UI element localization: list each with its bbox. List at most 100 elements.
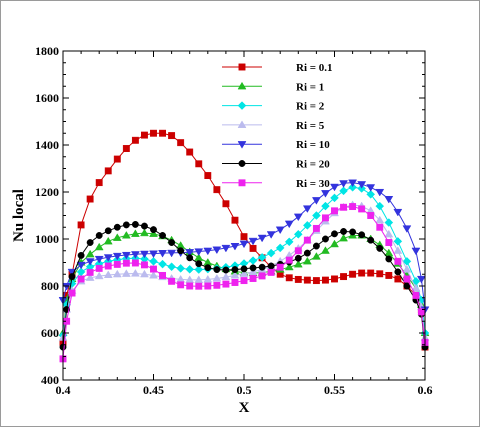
data-point — [213, 186, 221, 194]
data-point — [140, 228, 149, 237]
data-point — [393, 236, 403, 246]
legend-label: Ri = 1 — [296, 81, 324, 93]
data-point — [312, 242, 320, 250]
legend-label: Ri = 0.1 — [296, 62, 333, 74]
data-point — [76, 261, 86, 270]
data-point — [376, 244, 384, 252]
data-point — [375, 201, 385, 211]
data-point — [416, 275, 426, 284]
data-point — [213, 281, 221, 289]
data-point — [186, 148, 194, 156]
data-point — [411, 247, 421, 256]
data-point — [284, 220, 294, 229]
data-point — [85, 249, 95, 258]
data-point — [141, 222, 148, 230]
data-point — [349, 270, 357, 278]
data-point — [394, 275, 402, 283]
x-tick-label: 0.5 — [237, 383, 252, 397]
data-point — [358, 269, 366, 277]
data-point — [159, 232, 167, 239]
data-point — [131, 220, 139, 228]
data-point — [366, 184, 376, 192]
series-4 — [58, 179, 430, 314]
data-point — [149, 270, 158, 279]
data-point — [212, 246, 222, 255]
data-point — [258, 272, 266, 280]
legend-label: Ri = 2 — [296, 101, 325, 113]
data-point — [302, 205, 312, 213]
data-point — [68, 273, 76, 281]
x-tick-label: 0.45 — [143, 383, 164, 397]
data-point — [257, 252, 267, 262]
data-point — [177, 139, 185, 147]
data-point — [284, 262, 294, 271]
data-point — [159, 271, 167, 279]
data-point — [240, 265, 248, 273]
data-point — [112, 269, 122, 278]
data-point — [86, 268, 94, 276]
data-point — [331, 207, 338, 215]
data-point — [95, 232, 103, 239]
data-point — [222, 200, 230, 208]
data-point — [149, 250, 158, 259]
legend-label: Ri = 20 — [296, 159, 330, 171]
data-point — [257, 234, 267, 243]
data-point — [231, 266, 239, 273]
data-point — [177, 247, 185, 255]
data-point — [249, 264, 257, 272]
data-point — [168, 239, 176, 246]
data-point — [293, 259, 303, 268]
data-point — [130, 251, 140, 259]
data-point — [122, 221, 130, 229]
data-point — [86, 239, 94, 246]
data-point — [130, 269, 140, 277]
data-point — [185, 249, 195, 257]
data-point — [77, 275, 85, 283]
legend-label: Ri = 30 — [296, 178, 330, 190]
data-point — [340, 228, 347, 235]
data-point — [149, 256, 158, 266]
data-point — [122, 259, 130, 267]
data-point — [340, 273, 348, 281]
legend-entry: Ri = 5 — [222, 120, 325, 132]
data-point — [376, 223, 384, 231]
legend-label: Ri = 5 — [296, 120, 325, 132]
data-point — [394, 268, 402, 276]
data-point — [112, 252, 122, 261]
data-point — [266, 248, 276, 258]
y-tick-label: 1400 — [35, 138, 59, 152]
axes: 0.4 0.45 0.5 0.55 0.6 400 600 800 1000 1200 1400 16… — [35, 44, 433, 397]
x-axis-title: X — [239, 400, 250, 416]
data-point — [411, 283, 421, 292]
data-point — [77, 221, 85, 229]
data-point — [85, 273, 95, 281]
data-point — [221, 272, 231, 281]
data-point — [194, 248, 204, 256]
y-tick-label: 1200 — [35, 185, 59, 199]
data-point — [149, 229, 158, 237]
data-point — [94, 255, 104, 264]
data-point — [121, 230, 131, 239]
data-point — [150, 129, 157, 137]
data-point — [321, 190, 330, 198]
data-point — [94, 271, 104, 280]
data-point — [348, 179, 358, 188]
legend-marker — [237, 120, 247, 128]
data-point — [311, 197, 321, 205]
legend-entry: Ri = 30 — [222, 178, 330, 190]
data-point — [330, 193, 339, 203]
legend-entry: Ri = 1 — [222, 81, 324, 93]
data-point — [403, 282, 411, 290]
data-point — [140, 269, 149, 278]
data-point — [303, 236, 311, 244]
data-point — [339, 180, 348, 188]
legend-marker — [237, 81, 247, 90]
data-point — [293, 213, 303, 222]
data-point — [358, 205, 366, 213]
data-point — [95, 179, 103, 187]
data-point — [248, 237, 258, 246]
legend-marker — [237, 141, 247, 149]
data-point — [150, 226, 157, 234]
data-point — [168, 132, 176, 140]
